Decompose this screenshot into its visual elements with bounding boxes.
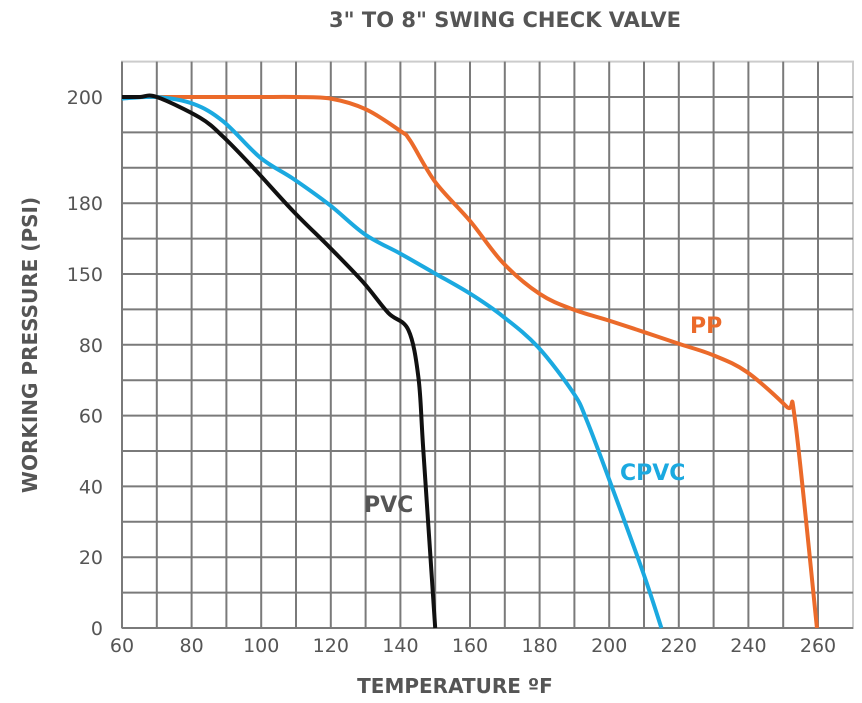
series-line-pp	[121, 94, 819, 629]
x-tick-label: 180	[521, 635, 557, 657]
series-line-cpvc	[121, 94, 664, 629]
x-tick-label: 260	[800, 635, 836, 657]
x-tick-label: 160	[452, 635, 488, 657]
x-tick-label: 140	[382, 635, 418, 657]
x-tick-label: 200	[591, 635, 627, 657]
y-tick-label: 180	[67, 193, 103, 215]
x-axis-label: TEMPERATURE ºF	[357, 674, 553, 698]
x-tick-label: 120	[313, 635, 349, 657]
series-label-cpvc: CPVC	[620, 461, 685, 486]
x-tick-label: 240	[730, 635, 766, 657]
x-tick-label: 80	[180, 635, 204, 657]
y-tick-label: 80	[79, 335, 103, 357]
y-tick-label: 150	[67, 264, 103, 286]
x-tick-label: 60	[110, 635, 134, 657]
y-tick-label: 60	[79, 406, 103, 428]
y-tick-label: 200	[67, 87, 103, 109]
series-line-pvc	[121, 93, 438, 629]
chart-title: 3" TO 8" SWING CHECK VALVE	[329, 8, 681, 32]
x-tick-label: 100	[243, 635, 279, 657]
series-label-pvc: PVC	[364, 493, 413, 518]
y-tick-label: 40	[79, 476, 103, 498]
x-tick-label: 220	[661, 635, 697, 657]
series-label-pp: PP	[690, 314, 722, 339]
y-tick-label: 20	[79, 547, 103, 569]
y-tick-label: 0	[91, 618, 103, 640]
